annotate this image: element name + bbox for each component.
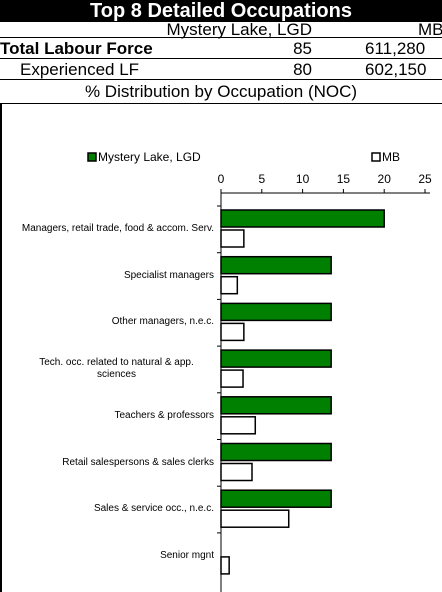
category-label-wrap: Retail salespersons & sales clerks [10,449,214,477]
legend-swatch [87,152,97,162]
column-header: MB [418,20,442,39]
bar [220,556,230,575]
category-label-wrap: Sales & service occ., n.e.c. [10,495,214,523]
category-label-wrap: Tech. occ. related to natural & app. sci… [10,355,214,383]
category-label: Teachers & professors [114,409,215,421]
bar [220,229,245,248]
category-label-wrap: Specialist managers [10,262,214,290]
category-label: Sales & service occ., n.e.c. [93,503,214,515]
row-label: Total Labour Force [0,39,153,58]
column-header: Mystery Lake, LGD [166,20,313,39]
bar [220,509,290,528]
category-label: Senior mgnt [160,549,214,561]
category-label-box: Specialist managers [10,262,214,290]
bar [220,255,332,275]
cell: 85 [293,39,312,58]
bar [220,462,253,482]
border [0,104,2,592]
category-label-wrap: Managers, retail trade, food & accom. Se… [10,215,214,243]
bar [220,322,245,342]
bar [220,442,332,462]
x-tick-label: 25 [418,172,432,186]
category-label-box: Tech. occ. related to natural & app. sci… [10,355,214,383]
bar [220,349,332,368]
category-label: Retail salespersons & sales clerks [62,456,214,468]
table-row: Experienced LF 80 602,150 [0,59,442,80]
table-row: Total Labour Force 85 611,280 [0,38,442,59]
row-label: Experienced LF [20,60,140,79]
cell: 80 [293,60,312,79]
cell: 602,150 [365,60,427,79]
x-tick-label: 5 [258,172,265,186]
bar [220,396,332,415]
bar [220,416,257,435]
category-label-box: Teachers & professors [10,402,215,430]
category-label: Tech. occ. related to natural & app. sci… [39,357,194,381]
category-label-box: Senior mgnt [10,542,214,570]
category-label-box: Other managers, n.e.c. [10,308,214,336]
x-tick-label: 0 [218,172,225,186]
table-title: Top 8 Detailed Occupations [0,0,442,22]
legend-label: Mystery Lake, LGD [98,150,201,164]
bar [220,489,332,508]
category-label-wrap: Teachers & professors [10,402,215,430]
bar [220,302,332,322]
category-label-box: Retail salespersons & sales clerks [10,449,214,477]
cell: 611,280 [365,39,426,58]
legend-label: MB [382,150,400,164]
x-tick-label: 20 [378,172,392,186]
category-label-wrap: Senior mgnt [10,542,214,570]
category-label: Other managers, n.e.c. [111,316,214,328]
x-tick-label: 15 [337,172,351,186]
bar [220,275,239,295]
category-label: Managers, retail trade, food & accom. Se… [21,223,214,234]
category-label: Specialist managers [123,269,214,281]
section-title: % Distribution by Occupation (NOC) [0,80,442,104]
category-label-wrap: Other managers, n.e.c. [10,308,214,336]
category-label-box: Sales & service occ., n.e.c. [10,495,214,523]
x-tick-label: 10 [296,172,310,186]
category-label-box: Managers, retail trade, food & accom. Se… [10,215,214,243]
bar [220,209,385,228]
header-row: Mystery Lake, LGD MB [0,20,442,39]
bar [220,369,244,388]
legend-swatch [371,152,381,162]
